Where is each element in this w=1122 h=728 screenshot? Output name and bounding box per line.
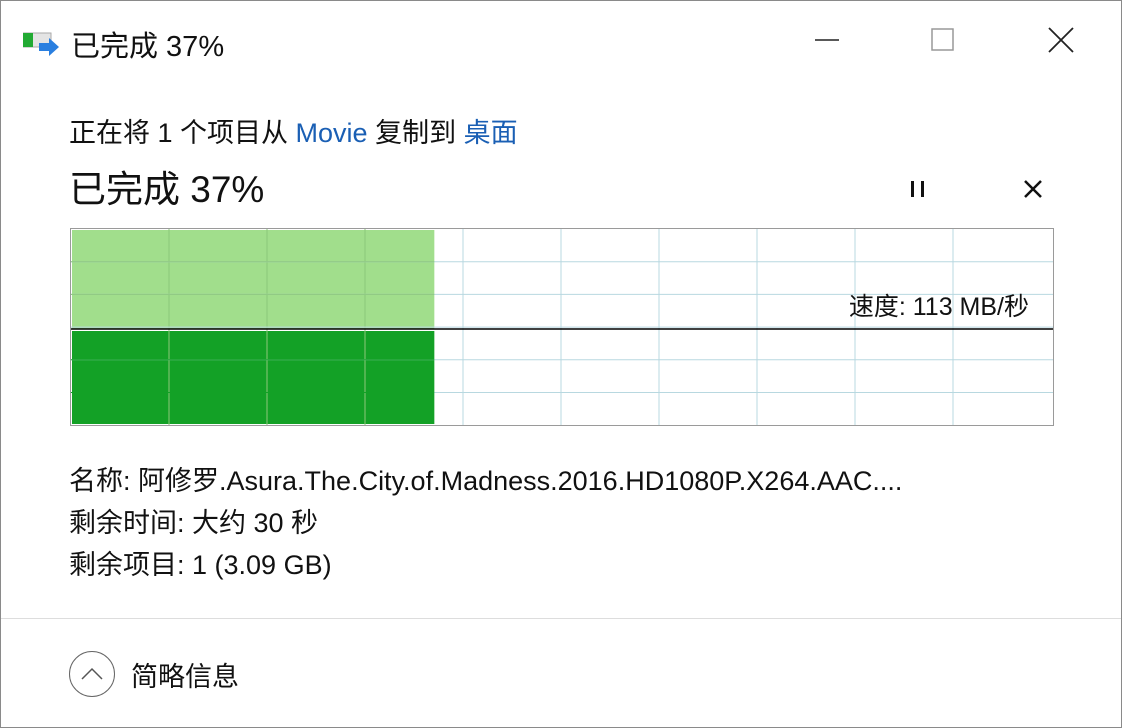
cancel-button[interactable] — [1013, 169, 1053, 209]
footer-divider — [1, 618, 1121, 619]
speed-label: 速度: 113 MB/秒 — [848, 293, 1029, 321]
window-title: 已完成 37% — [71, 31, 225, 63]
fewer-details-button[interactable]: 简略信息 — [69, 651, 239, 697]
chevron-up-icon — [69, 651, 115, 697]
operation-middle: 复制到 — [367, 118, 464, 148]
fewer-details-label: 简略信息 — [131, 661, 239, 692]
maximize-button[interactable] — [903, 11, 983, 69]
source-link[interactable]: Movie — [295, 118, 368, 148]
speed-graph-canvas — [71, 229, 1053, 425]
operation-description: 正在将 1 个项目从 Movie 复制到 桌面 — [69, 111, 518, 150]
operation-prefix: 正在将 1 个项目从 — [69, 118, 296, 148]
minimize-icon — [815, 39, 839, 41]
file-name: 名称: 阿修罗.Asura.The.City.of.Madness.2016.H… — [69, 466, 903, 496]
destination-link[interactable]: 桌面 — [463, 118, 518, 148]
close-icon — [1048, 27, 1074, 53]
cancel-icon — [1024, 180, 1042, 198]
copy-progress-icon — [23, 32, 59, 56]
maximize-icon — [931, 28, 954, 51]
pause-icon — [911, 181, 924, 197]
time-remaining: 剩余时间: 大约 30 秒 — [69, 508, 319, 538]
pause-button[interactable] — [898, 169, 938, 209]
transfer-speed-graph: 速度: 113 MB/秒 — [70, 228, 1054, 426]
speed-headroom-fill — [72, 230, 435, 329]
items-remaining: 剩余项目: 1 (3.09 GB) — [69, 550, 332, 580]
title-bar[interactable]: 已完成 37% — [1, 1, 1121, 79]
minimize-button[interactable] — [787, 11, 867, 69]
transferred-speed-fill — [72, 331, 435, 424]
progress-percent: 已完成 37% — [69, 169, 265, 210]
close-button[interactable] — [1021, 11, 1101, 69]
